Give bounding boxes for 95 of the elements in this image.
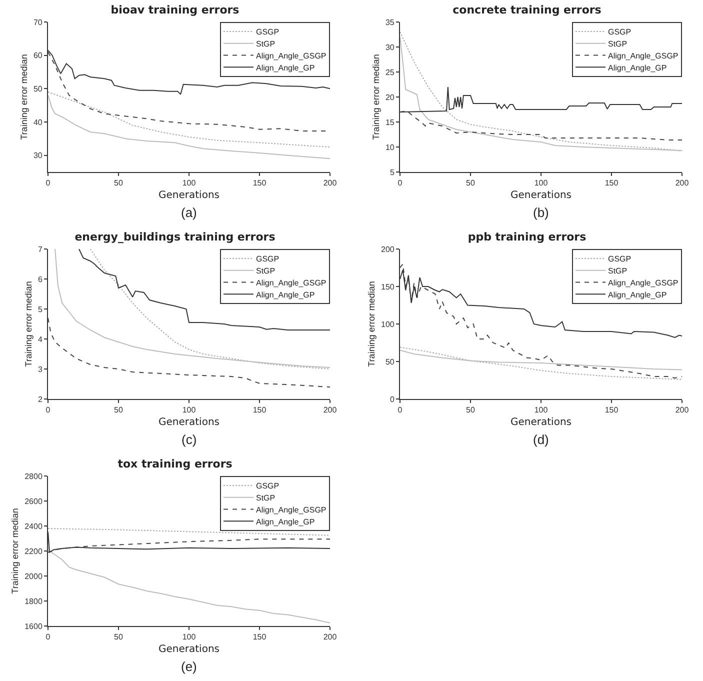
y-axis-title: Training error median bbox=[18, 54, 29, 140]
legend-label: StGP bbox=[608, 266, 628, 276]
x-tick-label: 200 bbox=[675, 178, 690, 188]
y-tick-label: 150 bbox=[381, 282, 395, 292]
y-tick-label: 1800 bbox=[24, 596, 43, 606]
legend-label: Align_Angle_GP bbox=[608, 63, 667, 72]
x-tick-label: 200 bbox=[323, 406, 338, 415]
x-tick-label: 100 bbox=[182, 406, 196, 415]
legend-label: StGP bbox=[256, 493, 276, 502]
legend-label: Align_Angle_GSGP bbox=[608, 278, 678, 288]
y-tick-label: 5 bbox=[38, 304, 43, 314]
legend-label: Align_Angle_GP bbox=[256, 517, 315, 526]
legend-label: Align_Angle_GSGP bbox=[256, 505, 326, 514]
y-axis-title: Training error median bbox=[10, 508, 20, 594]
y-axis-title: Training error median bbox=[366, 281, 376, 367]
x-tick-label: 0 bbox=[398, 178, 403, 188]
x-axis-title: Generations bbox=[158, 644, 220, 656]
legend-label: GSGP bbox=[256, 482, 280, 491]
y-tick-label: 4 bbox=[38, 334, 43, 344]
y-tick-label: 2 bbox=[38, 394, 43, 404]
text: (c) bbox=[181, 432, 197, 447]
y-tick-label: 25 bbox=[385, 68, 395, 77]
x-axis-title: Generations bbox=[510, 417, 572, 428]
x-tick-label: 0 bbox=[46, 632, 51, 642]
x-tick-label: 200 bbox=[323, 178, 338, 188]
y-tick-label: 50 bbox=[33, 84, 43, 94]
legend-label: GSGP bbox=[608, 28, 632, 37]
chart-title: ppb training errors bbox=[468, 230, 587, 244]
text: (d) bbox=[533, 432, 549, 447]
y-tick-label: 15 bbox=[385, 118, 395, 127]
chart-title: energy_buildings training errors bbox=[74, 230, 276, 244]
y-tick-label: 100 bbox=[381, 320, 395, 329]
y-tick-label: 60 bbox=[33, 51, 43, 60]
x-tick-label: 50 bbox=[114, 178, 124, 188]
y-tick-label: 2600 bbox=[24, 496, 43, 506]
text: (a) bbox=[181, 205, 197, 220]
x-tick-label: 200 bbox=[323, 632, 338, 642]
y-tick-label: 40 bbox=[33, 118, 43, 127]
chart-title: bioav training errors bbox=[110, 3, 240, 16]
y-tick-label: 35 bbox=[385, 18, 395, 27]
y-tick-label: 3 bbox=[38, 364, 43, 374]
y-tick-label: 70 bbox=[33, 18, 43, 27]
y-tick-label: 1600 bbox=[24, 622, 43, 631]
y-tick-label: 30 bbox=[33, 151, 43, 160]
x-tick-label: 50 bbox=[114, 406, 124, 415]
y-tick-label: 5 bbox=[390, 168, 395, 177]
chart-title: concrete training errors bbox=[452, 3, 602, 16]
x-tick-label: 50 bbox=[466, 178, 476, 188]
x-tick-label: 100 bbox=[534, 406, 548, 415]
y-tick-label: 6 bbox=[38, 274, 43, 284]
text: (e) bbox=[181, 659, 197, 674]
x-tick-label: 100 bbox=[534, 178, 548, 188]
y-axis-title: Training error median bbox=[370, 54, 381, 140]
legend-label: Align_Angle_GP bbox=[256, 63, 315, 72]
legend-label: GSGP bbox=[256, 28, 280, 37]
y-tick-label: 30 bbox=[385, 42, 395, 52]
y-tick-label: 2000 bbox=[24, 572, 43, 581]
x-tick-label: 50 bbox=[114, 632, 124, 642]
x-tick-label: 0 bbox=[46, 406, 51, 415]
legend-label: Align_Angle_GP bbox=[256, 290, 315, 300]
y-axis-title: Training error median bbox=[23, 281, 34, 367]
y-tick-label: 0 bbox=[390, 394, 395, 404]
x-tick-label: 200 bbox=[675, 406, 690, 415]
x-tick-label: 100 bbox=[182, 632, 196, 642]
x-tick-label: 50 bbox=[466, 406, 476, 415]
legend-label: StGP bbox=[608, 39, 628, 48]
chart-title: tox training errors bbox=[118, 457, 233, 470]
legend-label: Align_Angle_GSGP bbox=[608, 51, 678, 60]
y-tick-label: 2800 bbox=[24, 472, 43, 481]
x-tick-label: 0 bbox=[46, 178, 51, 188]
legend-label: Align_Angle_GSGP bbox=[256, 51, 326, 60]
legend-label: Align_Angle_GP bbox=[608, 290, 667, 300]
x-tick-label: 150 bbox=[252, 406, 267, 415]
legend-label: GSGP bbox=[608, 254, 632, 264]
text: (b) bbox=[533, 205, 549, 220]
y-tick-label: 2200 bbox=[24, 546, 43, 556]
x-tick-label: 150 bbox=[604, 406, 619, 415]
x-tick-label: 150 bbox=[252, 632, 267, 642]
legend-label: StGP bbox=[256, 266, 276, 276]
y-tick-label: 200 bbox=[381, 244, 395, 254]
legend-label: Align_Angle_GSGP bbox=[256, 278, 326, 288]
x-tick-label: 150 bbox=[252, 178, 267, 188]
y-tick-label: 7 bbox=[38, 244, 43, 254]
y-tick-label: 10 bbox=[385, 142, 395, 152]
x-axis-title: Generations bbox=[510, 190, 572, 202]
y-tick-label: 50 bbox=[385, 357, 395, 366]
y-tick-label: 20 bbox=[385, 92, 395, 102]
legend-label: GSGP bbox=[256, 254, 280, 264]
x-tick-label: 150 bbox=[604, 178, 619, 188]
x-axis-title: Generations bbox=[158, 417, 220, 428]
x-tick-label: 100 bbox=[182, 178, 196, 188]
x-axis-title: Generations bbox=[158, 190, 220, 202]
legend-label: StGP bbox=[256, 39, 276, 48]
x-tick-label: 0 bbox=[398, 406, 403, 415]
y-tick-label: 2400 bbox=[24, 522, 43, 531]
